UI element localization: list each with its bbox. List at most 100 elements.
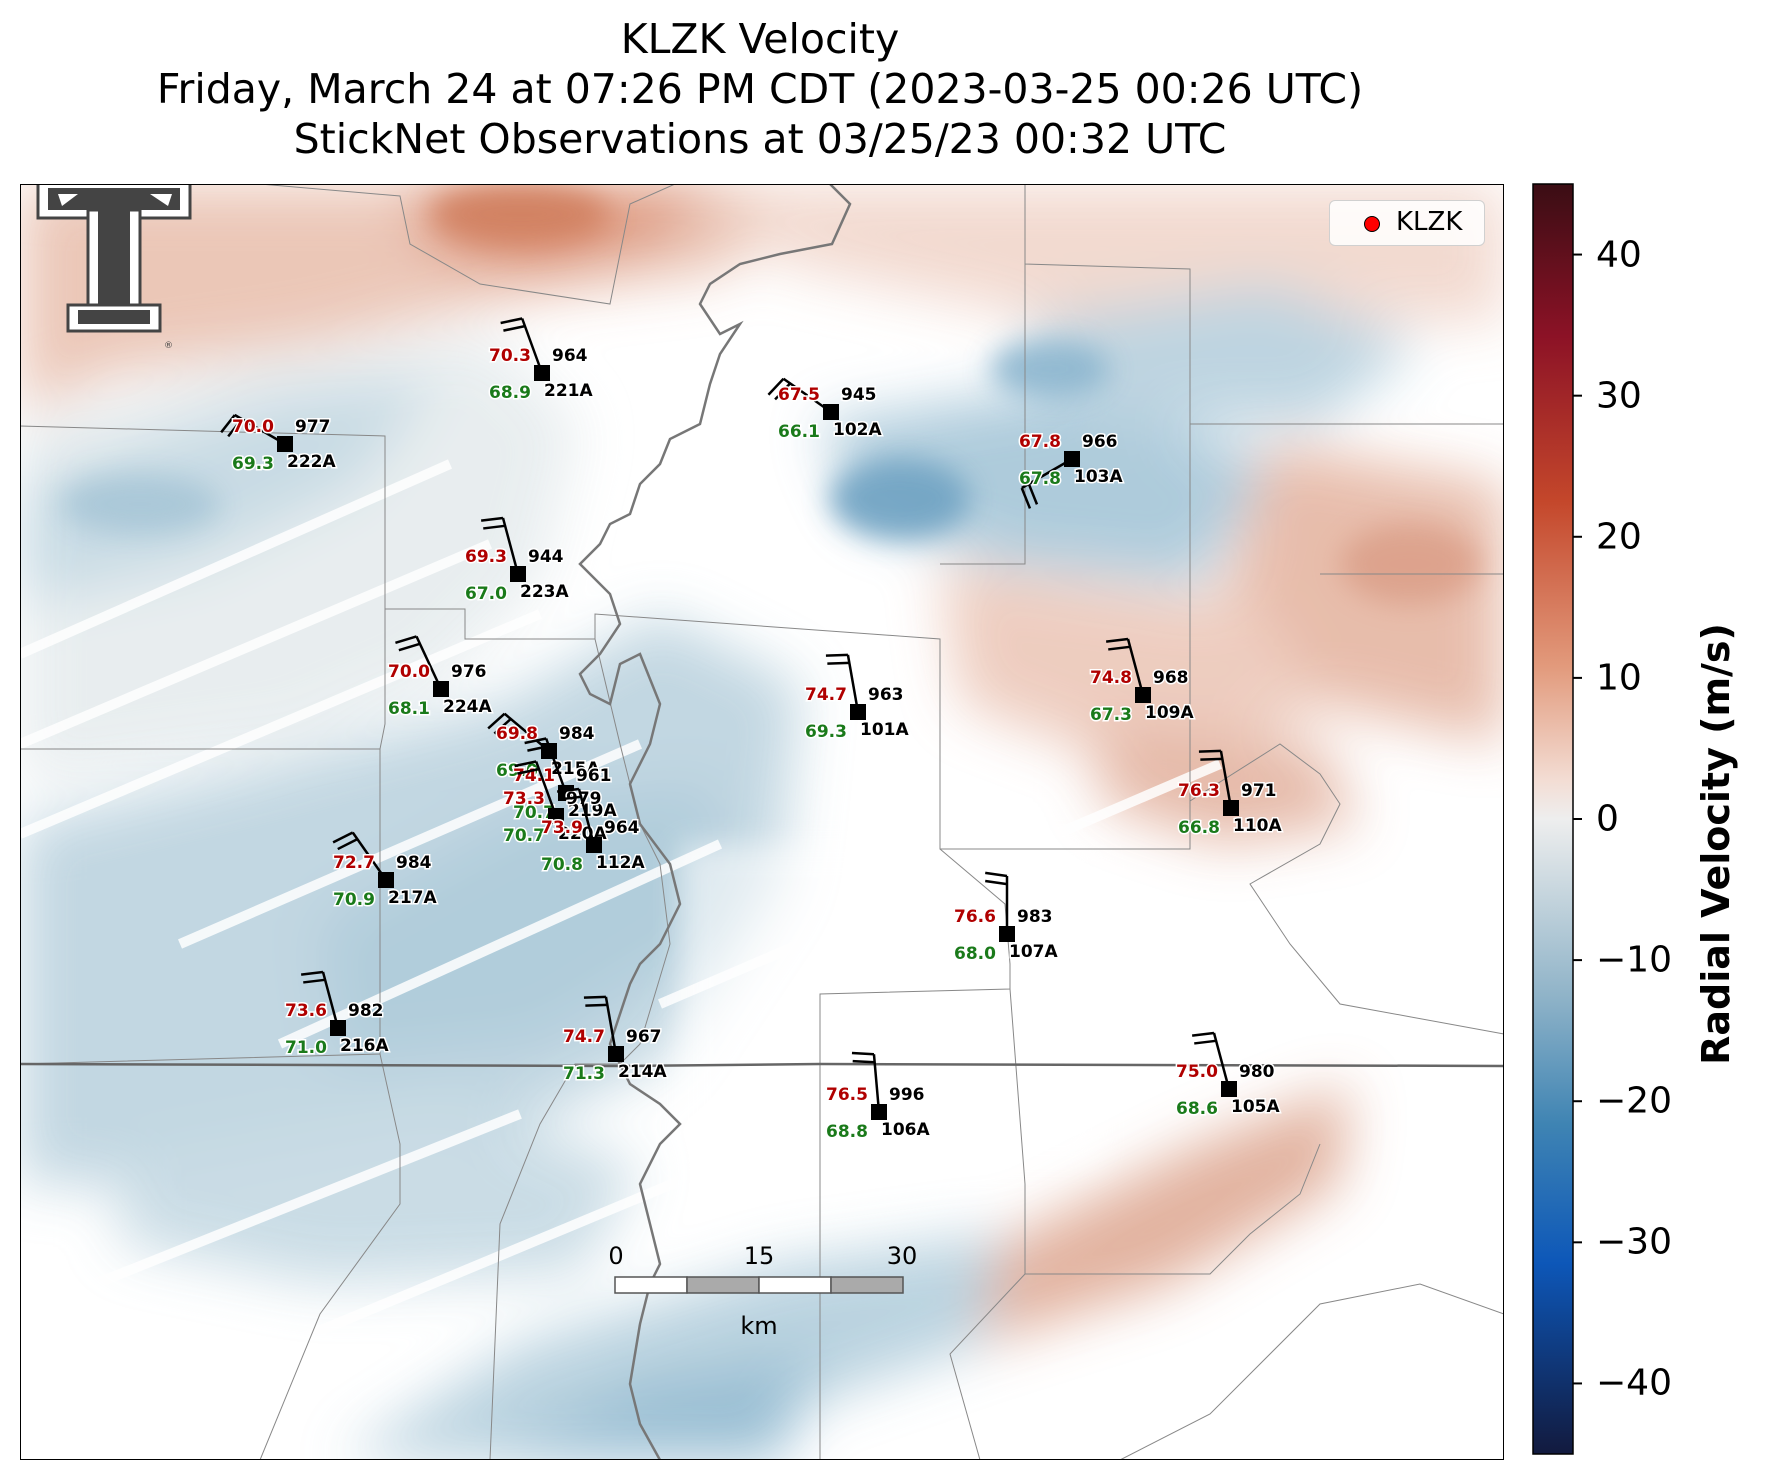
wind-barb-flag xyxy=(493,718,512,735)
wind-barb-shaft xyxy=(321,971,340,1029)
wind-barb-shaft xyxy=(544,738,568,794)
wind-barb-shaft xyxy=(1212,1032,1231,1090)
station-temperature: 76.5 xyxy=(826,1085,868,1105)
station-dewpoint: 70.7 xyxy=(503,826,545,846)
wind-barb-flag xyxy=(556,787,580,793)
station-temperature: 70.0 xyxy=(388,662,430,682)
wind-barb-flag xyxy=(851,1051,875,1056)
wind-barb-flag xyxy=(500,317,523,325)
wind-barb-flag xyxy=(774,382,792,401)
wind-barb-flag xyxy=(1198,749,1221,753)
station-marker xyxy=(510,566,526,582)
colorbar-label: Radial Velocity (m/s) xyxy=(1694,623,1738,1065)
station-110A: 76.3 971 66.8 110A xyxy=(1177,749,1284,840)
map-legend: KLZK xyxy=(1329,200,1485,246)
station-pressure: 963 xyxy=(868,685,904,705)
title-line-3: StickNet Observations at 03/25/23 00:32 … xyxy=(293,115,1227,163)
station-106A: 76.5 996 68.8 106A xyxy=(825,1051,932,1144)
station-pressure: 996 xyxy=(889,1085,925,1105)
station-id: 110A xyxy=(1233,816,1282,836)
station-dewpoint: 69.3 xyxy=(232,454,274,474)
station-temperature: 74.7 xyxy=(563,1027,605,1047)
station-temperature: 73.6 xyxy=(285,1001,327,1021)
station-dewpoint: 70.9 xyxy=(333,890,375,910)
station-dewpoint: 66.1 xyxy=(778,422,820,442)
title-line-1: KLZK Velocity xyxy=(620,15,900,63)
wind-barb-flag xyxy=(337,838,358,851)
river xyxy=(578,184,852,1460)
station-id: 217A xyxy=(388,888,437,908)
wind-barb-shaft xyxy=(604,996,618,1055)
station-dewpoint: 70.7 xyxy=(513,803,555,823)
wind-barb-flag xyxy=(524,737,547,745)
county-boundaries xyxy=(20,184,1504,1460)
station-marker xyxy=(1064,451,1080,467)
station-pressure: 984 xyxy=(559,724,595,744)
station-217A: 72.7 984 70.9 217A xyxy=(332,831,439,912)
colorbar-tick-label: 30 xyxy=(1596,375,1642,417)
station-dewpoint: 68.0 xyxy=(954,944,996,964)
station-dewpoint: 67.0 xyxy=(465,584,507,604)
station-id: 215A xyxy=(551,759,600,779)
ttu-logo: ® xyxy=(36,184,192,351)
wind-barb-flag xyxy=(985,879,1008,886)
station-pressure: 945 xyxy=(841,385,877,405)
colorbar xyxy=(1532,183,1582,1455)
wind-barb-flag xyxy=(1027,483,1039,505)
station-107A: 76.6 983 68.0 107A xyxy=(953,871,1060,966)
station-temperature: 74.8 xyxy=(1090,668,1132,688)
station-temperature: 70.0 xyxy=(232,417,274,437)
station-pressure: 980 xyxy=(1239,1062,1275,1082)
wind-barb-flag xyxy=(332,831,354,844)
station-id: 101A xyxy=(860,720,909,740)
wind-barb-flag xyxy=(767,377,785,396)
radar-map: ® 0 15 30 km 70.3 964 68.9 221A 70.0 977 69.3 2… xyxy=(20,184,1504,1460)
wind-barb-flag xyxy=(985,871,1008,878)
station-214A: 74.7 967 71.3 214A xyxy=(562,995,669,1086)
station-dewpoint: 68.8 xyxy=(826,1122,868,1142)
station-id: 223A xyxy=(520,582,569,602)
wind-barb-flag xyxy=(1108,645,1131,651)
station-pressure: 977 xyxy=(295,417,331,437)
wind-barb-flag xyxy=(517,767,540,775)
station-temperature: 70.3 xyxy=(489,346,531,366)
colorbar-tick-label: −40 xyxy=(1596,1362,1672,1404)
svg-text:®: ® xyxy=(164,341,173,351)
colorbar-tick-label: 0 xyxy=(1596,798,1619,840)
wind-barb-shaft xyxy=(872,1054,881,1113)
station-marker xyxy=(433,681,449,697)
wind-barb-flag xyxy=(1194,1039,1217,1045)
wind-barb-shaft xyxy=(520,318,544,374)
wind-barb-flag xyxy=(825,653,848,657)
wind-barb-flag xyxy=(1191,1031,1215,1037)
wind-barb-shaft xyxy=(1021,457,1073,490)
scale-bar: 0 15 30 km xyxy=(608,1242,917,1340)
scale-label-15: 15 xyxy=(744,1242,775,1270)
station-id: 224A xyxy=(443,697,492,717)
wind-barb-flag xyxy=(852,1059,875,1064)
station-id: 219A xyxy=(568,801,617,821)
station-102A: 67.5 945 66.1 102A xyxy=(767,377,884,444)
station-marker xyxy=(1223,800,1239,816)
station-temperature: 73.9 xyxy=(541,818,583,838)
station-dewpoint: 68.9 xyxy=(489,383,531,403)
station-pressure: 983 xyxy=(1017,907,1053,927)
station-temperature: 67.5 xyxy=(778,385,820,405)
station-temperature: 75.0 xyxy=(1176,1062,1218,1082)
station-109A: 74.8 968 67.3 109A xyxy=(1089,637,1196,727)
station-id: 105A xyxy=(1231,1097,1280,1117)
colorbar-tick-label: −30 xyxy=(1596,1221,1672,1263)
station-dewpoint: 71.0 xyxy=(285,1038,327,1058)
scale-label-0: 0 xyxy=(608,1242,623,1270)
station-pressure: 964 xyxy=(552,346,588,366)
station-marker xyxy=(1221,1081,1237,1097)
station-pressure: 944 xyxy=(528,547,564,567)
station-id: 106A xyxy=(881,1120,930,1140)
station-pressure: 971 xyxy=(1241,781,1277,801)
wind-barb-flag xyxy=(514,760,537,768)
wind-barb-flag xyxy=(227,418,243,438)
station-pressure: 968 xyxy=(1153,668,1189,688)
station-temperature: 73.3 xyxy=(503,789,545,809)
wind-barb-shaft xyxy=(415,635,443,690)
station-marker xyxy=(871,1104,887,1120)
